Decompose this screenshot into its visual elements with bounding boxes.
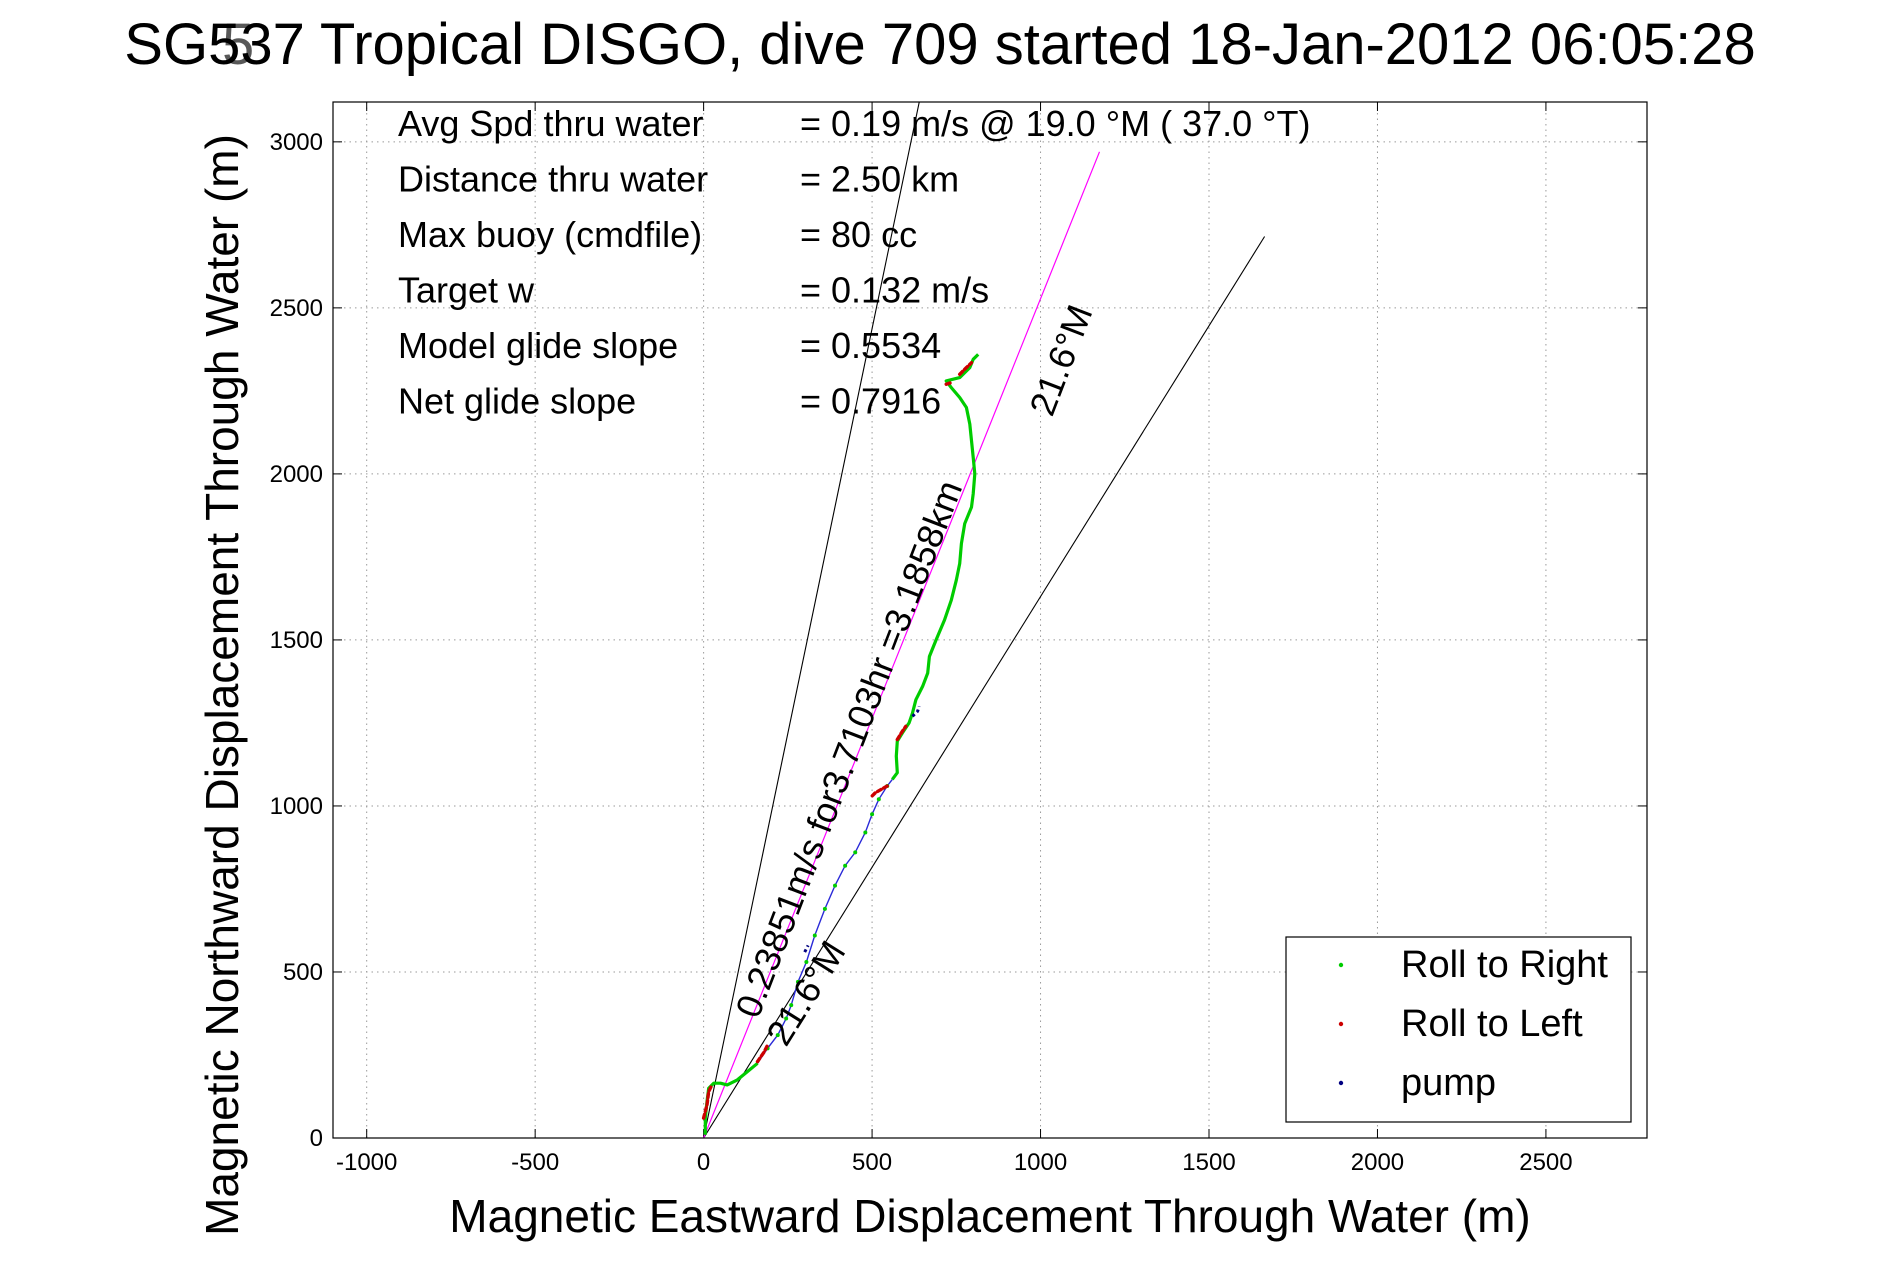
x-tick-label: 500 <box>852 1149 892 1176</box>
info-label: Avg Spd thru water <box>398 103 704 144</box>
roll-right-point <box>812 933 817 938</box>
info-label: Max buoy (cmdfile) <box>398 214 702 255</box>
roll-left-segment <box>870 784 889 798</box>
y-tick-label: 1000 <box>270 793 323 820</box>
info-value: = 2.50 km <box>800 159 959 200</box>
y-tick-label: 500 <box>283 959 323 986</box>
info-value: = 80 cc <box>800 214 917 255</box>
roll-right-track <box>891 353 980 781</box>
x-tick-label: -1000 <box>336 1149 397 1176</box>
legend-entry: Roll to Right <box>1401 944 1608 986</box>
roll-left-segment <box>944 380 953 386</box>
roll-right-point <box>870 812 875 817</box>
roll-left-segment <box>755 1043 770 1064</box>
roll-right-point <box>833 883 838 888</box>
info-value: = 0.132 m/s <box>800 270 989 311</box>
y-tick-label: 1500 <box>270 627 323 654</box>
chart-title-overlap-glyph: 5 <box>222 12 254 77</box>
info-label: Model glide slope <box>398 325 678 366</box>
info-label: Net glide slope <box>398 381 636 422</box>
x-tick-label: -500 <box>511 1149 559 1176</box>
upper-bound-line <box>703 102 920 1138</box>
legend-marker <box>1338 1080 1344 1086</box>
pump-segment <box>803 944 810 953</box>
lower-bound-line <box>703 236 1266 1138</box>
roll-right-point <box>789 1003 794 1008</box>
info-value: = 0.5534 <box>800 325 941 366</box>
roll-right-point <box>795 979 800 984</box>
y-tick-label: 2000 <box>270 461 323 488</box>
x-tick-label: 2000 <box>1351 1149 1404 1176</box>
x-tick-label: 0 <box>697 1149 710 1176</box>
legend-entry: Roll to Left <box>1401 1003 1583 1045</box>
legend-marker <box>1338 962 1344 968</box>
roll-right-point <box>876 797 881 802</box>
roll-right-point <box>775 1033 780 1038</box>
pump-segment <box>911 705 921 718</box>
roll-left-segment <box>895 724 908 742</box>
info-value: = 0.7916 <box>800 381 941 422</box>
x-tick-label: 2500 <box>1519 1149 1572 1176</box>
y-tick-label: 0 <box>310 1125 323 1152</box>
x-axis-label: Magnetic Eastward Displacement Through W… <box>449 1190 1530 1242</box>
heading-line <box>703 151 1101 1138</box>
roll-right-point <box>784 1016 789 1021</box>
roll-left-segment <box>701 1083 714 1120</box>
info-label: Distance thru water <box>398 159 708 200</box>
info-label: Target w <box>398 270 535 311</box>
legend-entry: pump <box>1401 1062 1496 1104</box>
x-tick-label: 1000 <box>1014 1149 1067 1176</box>
data-group <box>701 102 1266 1138</box>
roll-right-point <box>853 850 858 855</box>
x-tick-label: 1500 <box>1182 1149 1235 1176</box>
y-tick-label: 2500 <box>270 295 323 322</box>
roll-right-point <box>804 960 809 965</box>
info-value: = 0.19 m/s @ 19.0 °M ( 37.0 °T) <box>800 103 1311 144</box>
roll-right-point <box>843 863 848 868</box>
y-tick-label: 3000 <box>270 129 323 156</box>
legend-box <box>1285 936 1632 1123</box>
roll-left-segment <box>958 361 974 376</box>
y-axis-label: Magnetic Northward Displacement Through … <box>196 134 248 1236</box>
chart-title: SG537 Tropical DISGO, dive 709 started 1… <box>124 12 1755 77</box>
legend-marker <box>1338 1021 1344 1027</box>
roll-right-point <box>863 830 868 835</box>
plot-border <box>332 101 1648 1139</box>
roll-right-point <box>822 906 827 911</box>
